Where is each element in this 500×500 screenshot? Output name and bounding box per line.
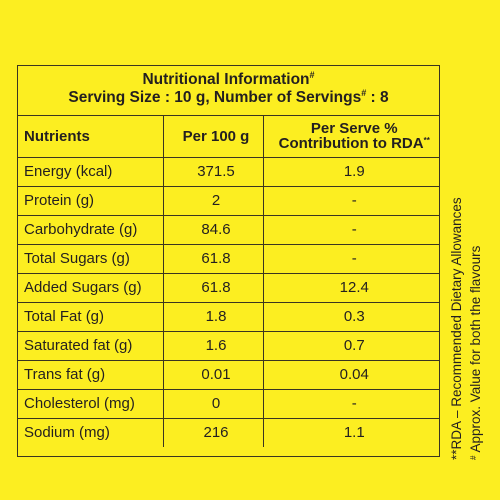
rda-footnote-mark: ** (423, 136, 430, 146)
per-100g-value: 371.5 (162, 157, 264, 187)
serving-footnote-mark: # (361, 88, 367, 98)
table-row: Total Fat (g) 1.8 0.3 (18, 301, 439, 332)
per-100g-value: 0.01 (162, 359, 264, 390)
nutrient-name: Protein (g) (18, 185, 164, 216)
table-header-row: Nutrients Per 100 g Per Serve % Contribu… (18, 116, 439, 158)
table-row: Sodium (mg) 216 1.1 (18, 417, 439, 447)
rda-value: 0.3 (262, 301, 439, 332)
rda-value: - (262, 185, 439, 216)
per-100g-value: 0 (162, 388, 264, 419)
table-row: Protein (g) 2- (18, 185, 439, 216)
rda-value: 1.9 (262, 157, 439, 187)
per-100g-value: 216 (162, 417, 264, 447)
rda-value: 0.7 (262, 330, 439, 361)
per-100g-value: 61.8 (162, 243, 264, 274)
nutrition-label-panel: Nutritional Information# Serving Size : … (17, 65, 440, 457)
nutrition-title: Nutritional Information# (142, 70, 315, 89)
rda-footnote: **RDA – Recommended Dietary Allowances (449, 197, 464, 460)
nutrient-name: Carbohydrate (g) (18, 214, 164, 245)
nutrition-rows: Energy (kcal) 371.5 1.9 Protein (g) 2- Carboh… (18, 157, 439, 447)
nutrient-name: Total Fat (g) (18, 301, 164, 332)
rda-value: - (262, 388, 439, 419)
nutrition-table: Nutrients Per 100 g Per Serve % Contribu… (18, 116, 439, 447)
serving-size-line: Serving Size : 10 g, Number of Servings#… (68, 88, 389, 107)
nutrient-name: Added Sugars (g) (18, 272, 164, 303)
table-row: Carbohydrate (g) 84.6- (18, 214, 439, 245)
nutrition-header: Nutritional Information# Serving Size : … (18, 66, 439, 116)
table-row: Cholesterol (mg) 0- (18, 388, 439, 419)
nutrient-name: Energy (kcal) (18, 157, 164, 187)
rda-value: 12.4 (262, 272, 439, 303)
table-row: Total Sugars (g) 61.8- (18, 243, 439, 274)
nutrient-name: Saturated fat (g) (18, 330, 164, 361)
table-row: Energy (kcal) 371.5 1.9 (18, 157, 439, 187)
rda-value: 1.1 (262, 417, 439, 447)
per-100g-value: 1.6 (162, 330, 264, 361)
footnotes: **RDA – Recommended Dietary Allowances #… (447, 120, 485, 460)
nutrient-name: Trans fat (g) (18, 359, 164, 390)
table-row: Added Sugars (g) 61.8 12.4 (18, 272, 439, 303)
column-header-per-100g: Per 100 g (162, 116, 264, 158)
approx-footnote: # Approx. Value for both the flavours (468, 245, 483, 460)
per-100g-value: 1.8 (162, 301, 264, 332)
per-100g-value: 2 (162, 185, 264, 216)
per-100g-value: 84.6 (162, 214, 264, 245)
nutrient-name: Total Sugars (g) (18, 243, 164, 274)
nutrient-name: Sodium (mg) (18, 417, 164, 447)
column-header-nutrients: Nutrients (18, 116, 164, 158)
nutrient-name: Cholesterol (mg) (18, 388, 164, 419)
rda-value: - (262, 214, 439, 245)
table-row: Saturated fat (g) 1.6 0.7 (18, 330, 439, 361)
table-row: Trans fat (g) 0.01 0.04 (18, 359, 439, 390)
per-100g-value: 61.8 (162, 272, 264, 303)
rda-value: 0.04 (262, 359, 439, 390)
rda-value: - (262, 243, 439, 274)
column-header-rda: Per Serve % Contribution to RDA** (262, 116, 439, 158)
title-footnote-mark: # (309, 70, 315, 80)
